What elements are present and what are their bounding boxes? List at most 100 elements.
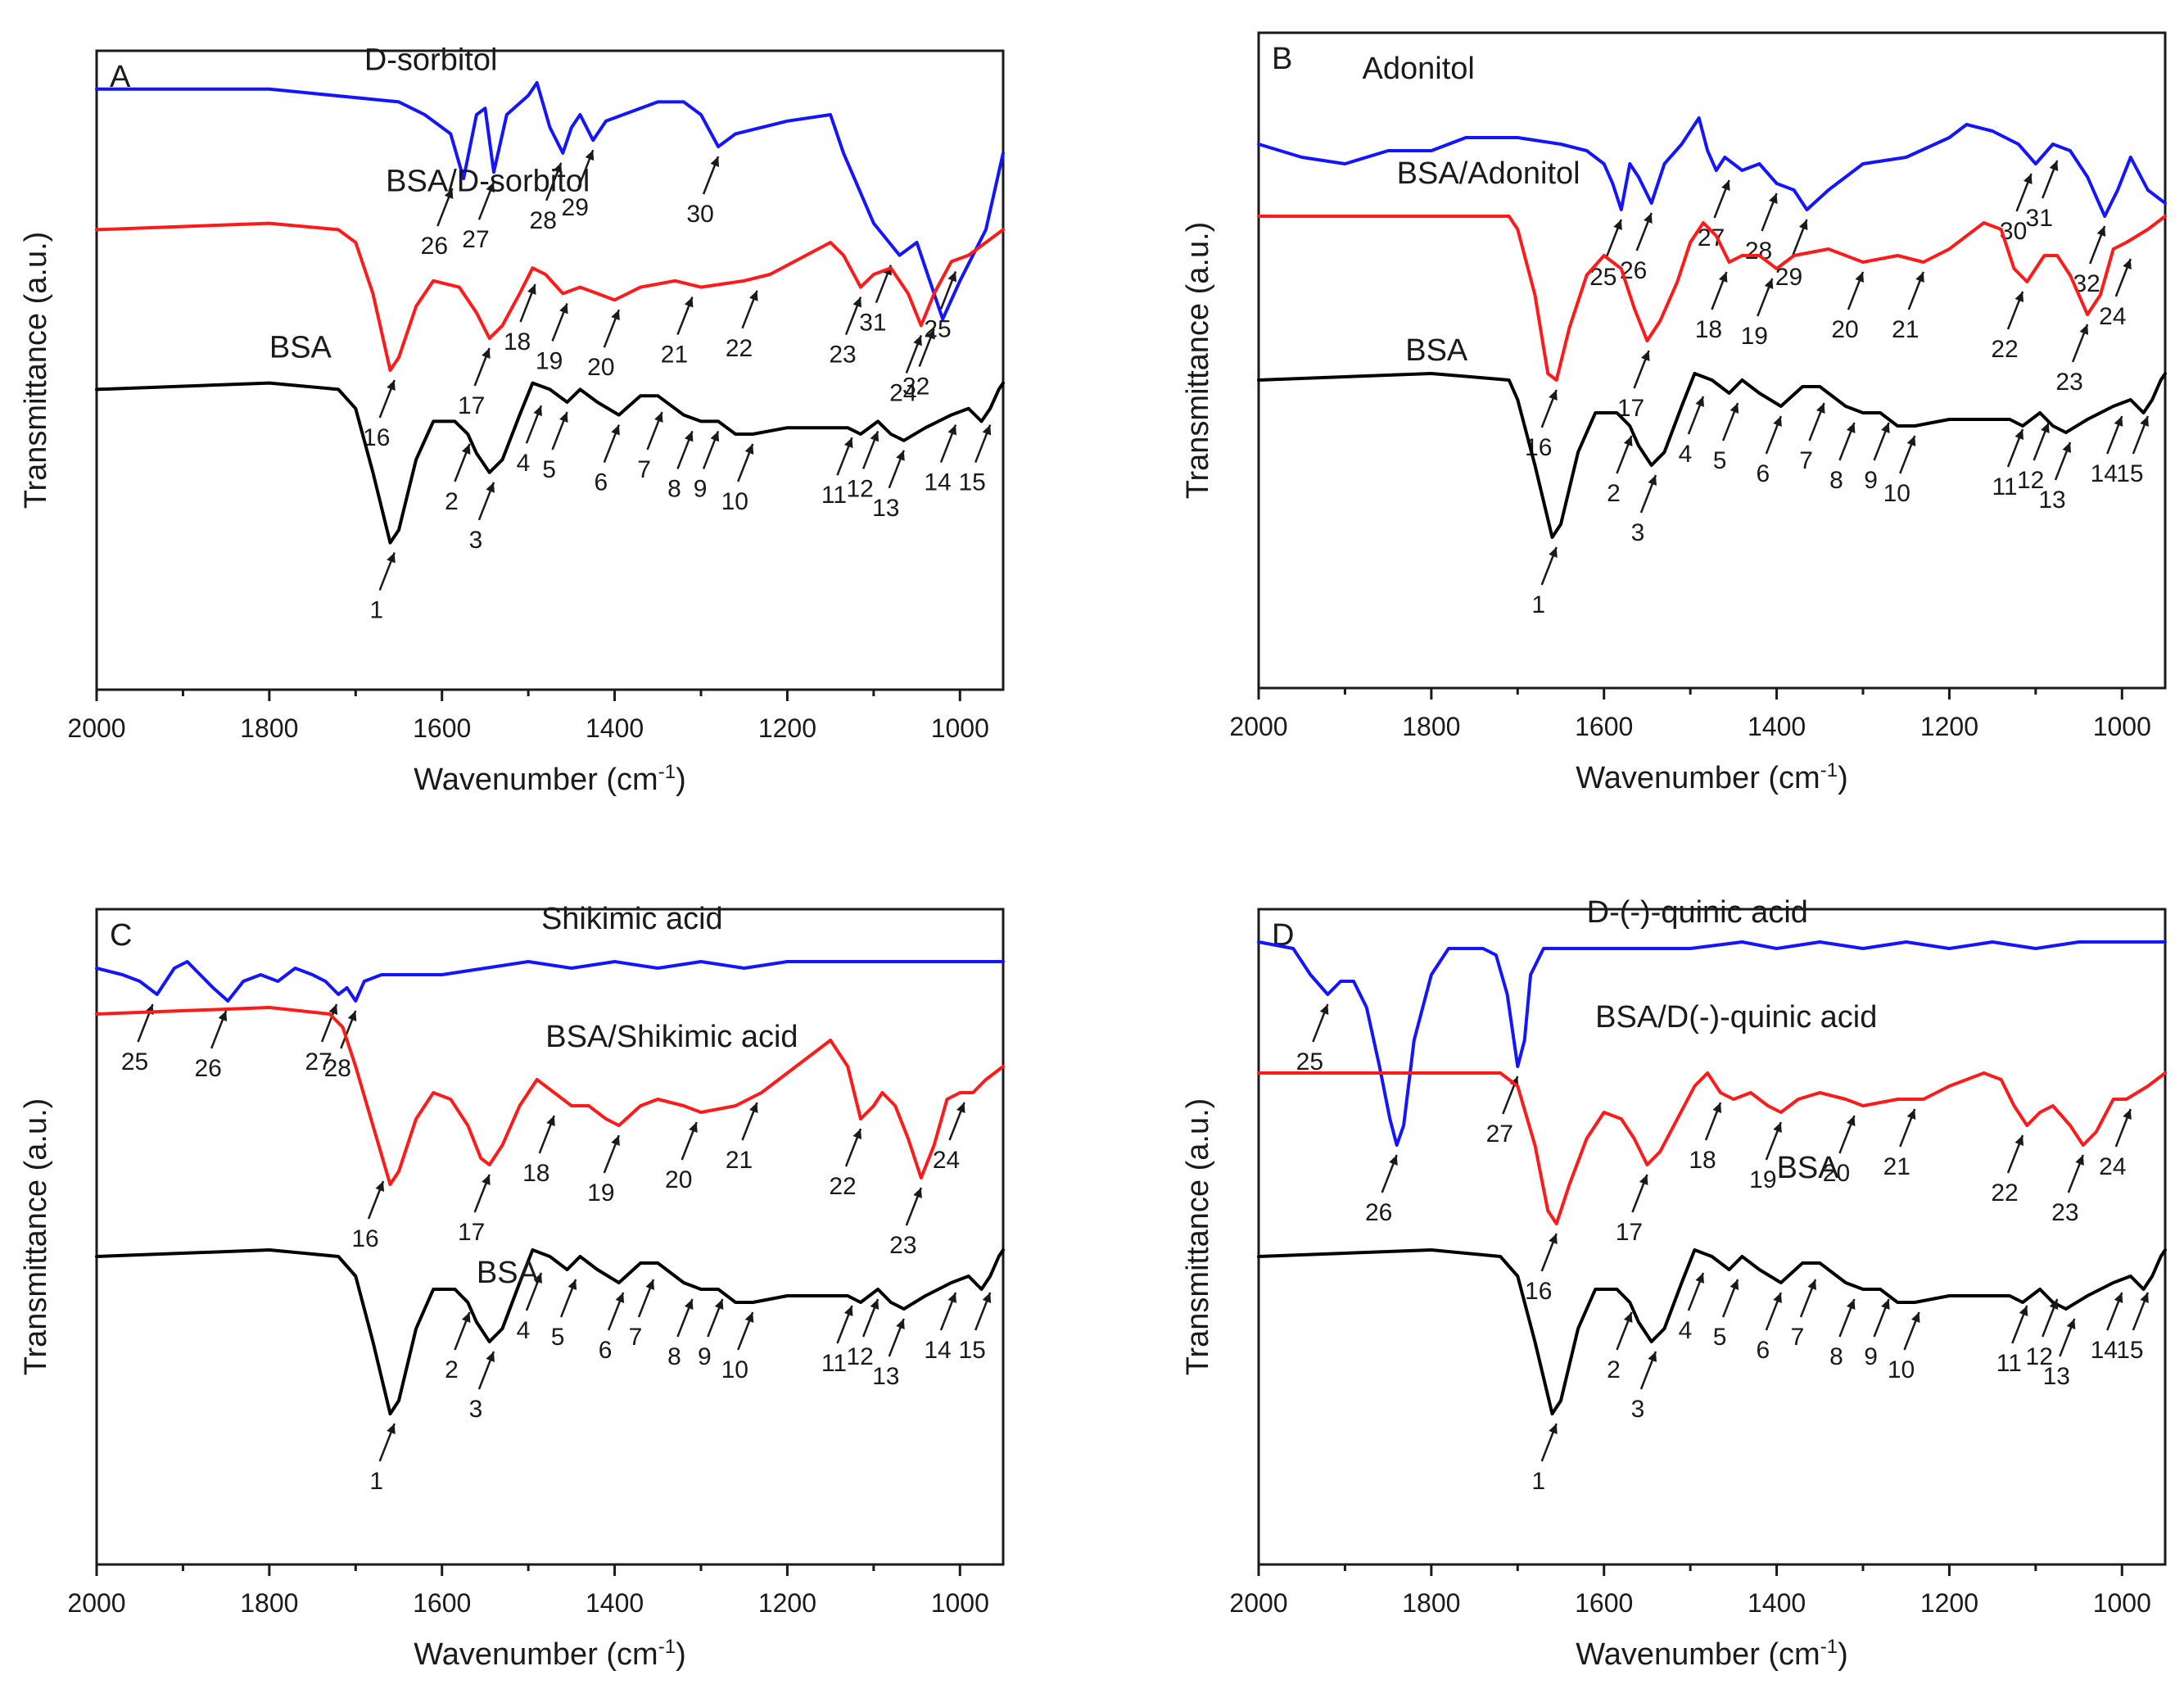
peak-label: 17 bbox=[458, 392, 485, 419]
peak-label: 25 bbox=[121, 1048, 148, 1075]
peak-28: 28 bbox=[324, 1010, 357, 1082]
peak-label: 21 bbox=[1892, 316, 1919, 343]
peak-7: 7 bbox=[1799, 402, 1825, 474]
peak-label: 3 bbox=[1631, 1396, 1645, 1423]
spectrum-line bbox=[1257, 1248, 2167, 1415]
peak-arrowhead bbox=[926, 328, 935, 340]
peak-arrowhead bbox=[2114, 1293, 2123, 1303]
peak-22: 22 bbox=[829, 1128, 862, 1200]
peak-27: 27 bbox=[1698, 179, 1730, 251]
peak-8: 8 bbox=[667, 430, 694, 502]
peak-29: 29 bbox=[562, 149, 595, 221]
peak-13: 13 bbox=[872, 450, 905, 522]
series-d-sorbitol: 26 27 28 29 30 31 32 bbox=[95, 81, 1005, 401]
peak-arrowhead bbox=[2049, 1299, 2059, 1310]
peak-arrowhead bbox=[714, 1299, 724, 1310]
peak-arrowhead bbox=[748, 1103, 758, 1113]
peak-7: 7 bbox=[1791, 1279, 1817, 1351]
peak-19: 19 bbox=[1741, 278, 1774, 350]
peak-2: 2 bbox=[445, 443, 471, 515]
peak-24: 24 bbox=[933, 1102, 965, 1174]
x-tick-label: 1200 bbox=[758, 713, 816, 743]
curve-label-d-quinic-acid: D-(-)-quinic acid bbox=[1587, 895, 1808, 930]
curve-label-bsa: BSA bbox=[1405, 333, 1468, 368]
peak-8: 8 bbox=[667, 1298, 694, 1370]
peak-arrowhead bbox=[1695, 1273, 1704, 1284]
peak-label: 3 bbox=[469, 527, 483, 554]
peak-label: 24 bbox=[2099, 1153, 2126, 1180]
peak-label: 12 bbox=[846, 475, 873, 502]
spectrum-line bbox=[95, 1006, 1005, 1186]
peak-arrowhead bbox=[896, 450, 905, 461]
peak-label: 6 bbox=[1756, 1337, 1770, 1364]
spectrum-line bbox=[95, 221, 1005, 372]
peak-16: 16 bbox=[1525, 389, 1558, 461]
peak-arrowhead bbox=[2023, 174, 2033, 184]
panel-c: 2000 1800 1600 1400 1200 1000 Wavenumber (cm-1… bbox=[19, 902, 1005, 1672]
peak-16: 16 bbox=[363, 379, 396, 451]
peak-arrowhead bbox=[553, 162, 563, 174]
peak-arrowhead bbox=[982, 424, 992, 436]
peak-arrowhead bbox=[1769, 193, 1778, 204]
peak-26: 26 bbox=[1620, 212, 1653, 284]
curve-label-bsa-d-sorbitol: BSA/D-sorbitol bbox=[386, 165, 590, 199]
peak-20: 20 bbox=[587, 309, 621, 381]
peak-label: 26 bbox=[1365, 1199, 1392, 1226]
x-axis-label: Wavenumber (cm-1) bbox=[414, 1636, 685, 1672]
peak-arrowhead bbox=[615, 1293, 625, 1303]
peak-label: 23 bbox=[2051, 1199, 2078, 1226]
peak-arrowhead bbox=[982, 1293, 992, 1303]
peak-label: 7 bbox=[1791, 1324, 1805, 1351]
peak-21: 21 bbox=[1892, 271, 1924, 343]
spectrum-line bbox=[1257, 372, 2167, 539]
peak-2: 2 bbox=[1607, 1311, 1633, 1383]
x-tick-label: 2000 bbox=[67, 713, 125, 743]
peak-label: 7 bbox=[1799, 447, 1813, 474]
peak-arrowhead bbox=[461, 1312, 471, 1323]
peak-5: 5 bbox=[542, 411, 568, 483]
peak-arrowhead bbox=[1549, 1234, 1558, 1244]
peak-4: 4 bbox=[517, 405, 543, 477]
peak-arrowhead bbox=[1915, 272, 1924, 283]
x-tick-label: 2000 bbox=[67, 1588, 125, 1618]
peak-label: 14 bbox=[924, 469, 951, 496]
peak-5: 5 bbox=[1713, 1279, 1739, 1351]
peak-5: 5 bbox=[1713, 402, 1739, 474]
peak-7: 7 bbox=[637, 411, 663, 483]
peak-arrowhead bbox=[1613, 220, 1622, 230]
peak-label: 31 bbox=[2026, 205, 2053, 232]
spectrum-line bbox=[95, 960, 1005, 1003]
peak-label: 21 bbox=[726, 1147, 753, 1174]
peak-label: 15 bbox=[2116, 460, 2143, 487]
peak-arrowhead bbox=[533, 1273, 542, 1284]
peak-arrowhead bbox=[2014, 292, 2024, 302]
peak-24: 24 bbox=[2099, 1108, 2132, 1180]
peak-arrowhead bbox=[1549, 390, 1558, 401]
peak-label: 16 bbox=[351, 1225, 378, 1252]
peak-label: 11 bbox=[821, 482, 847, 509]
peak-18: 18 bbox=[504, 283, 536, 355]
x-tick-label: 1600 bbox=[1575, 712, 1633, 741]
peak-label: 9 bbox=[1864, 467, 1878, 494]
peak-label: 19 bbox=[1749, 1166, 1776, 1193]
peak-arrowhead bbox=[2096, 226, 2106, 237]
peak-arrowhead bbox=[1846, 423, 1856, 433]
peak-arrowhead bbox=[347, 1011, 357, 1021]
peak-3: 3 bbox=[1631, 474, 1657, 546]
peak-label: 14 bbox=[2091, 1337, 2118, 1364]
x-axis-label: Wavenumber (cm-1) bbox=[1576, 1636, 1847, 1672]
peak-label: 15 bbox=[2116, 1337, 2143, 1364]
peak-arrowhead bbox=[956, 1103, 965, 1113]
peak-2: 2 bbox=[1607, 435, 1633, 507]
x-tick-label: 1400 bbox=[1748, 1588, 1806, 1618]
x-tick-label: 1400 bbox=[586, 713, 644, 743]
peak-arrowhead bbox=[533, 405, 542, 417]
peak-11: 11 bbox=[821, 1305, 853, 1377]
peak-arrowhead bbox=[559, 303, 568, 315]
peak-arrowhead bbox=[710, 156, 720, 167]
peak-arrowhead bbox=[2019, 1306, 2028, 1316]
peak-label: 21 bbox=[1883, 1153, 1910, 1180]
peak-5: 5 bbox=[551, 1279, 577, 1351]
peak-label: 11 bbox=[1996, 1350, 2022, 1377]
peak-30: 30 bbox=[686, 156, 720, 228]
